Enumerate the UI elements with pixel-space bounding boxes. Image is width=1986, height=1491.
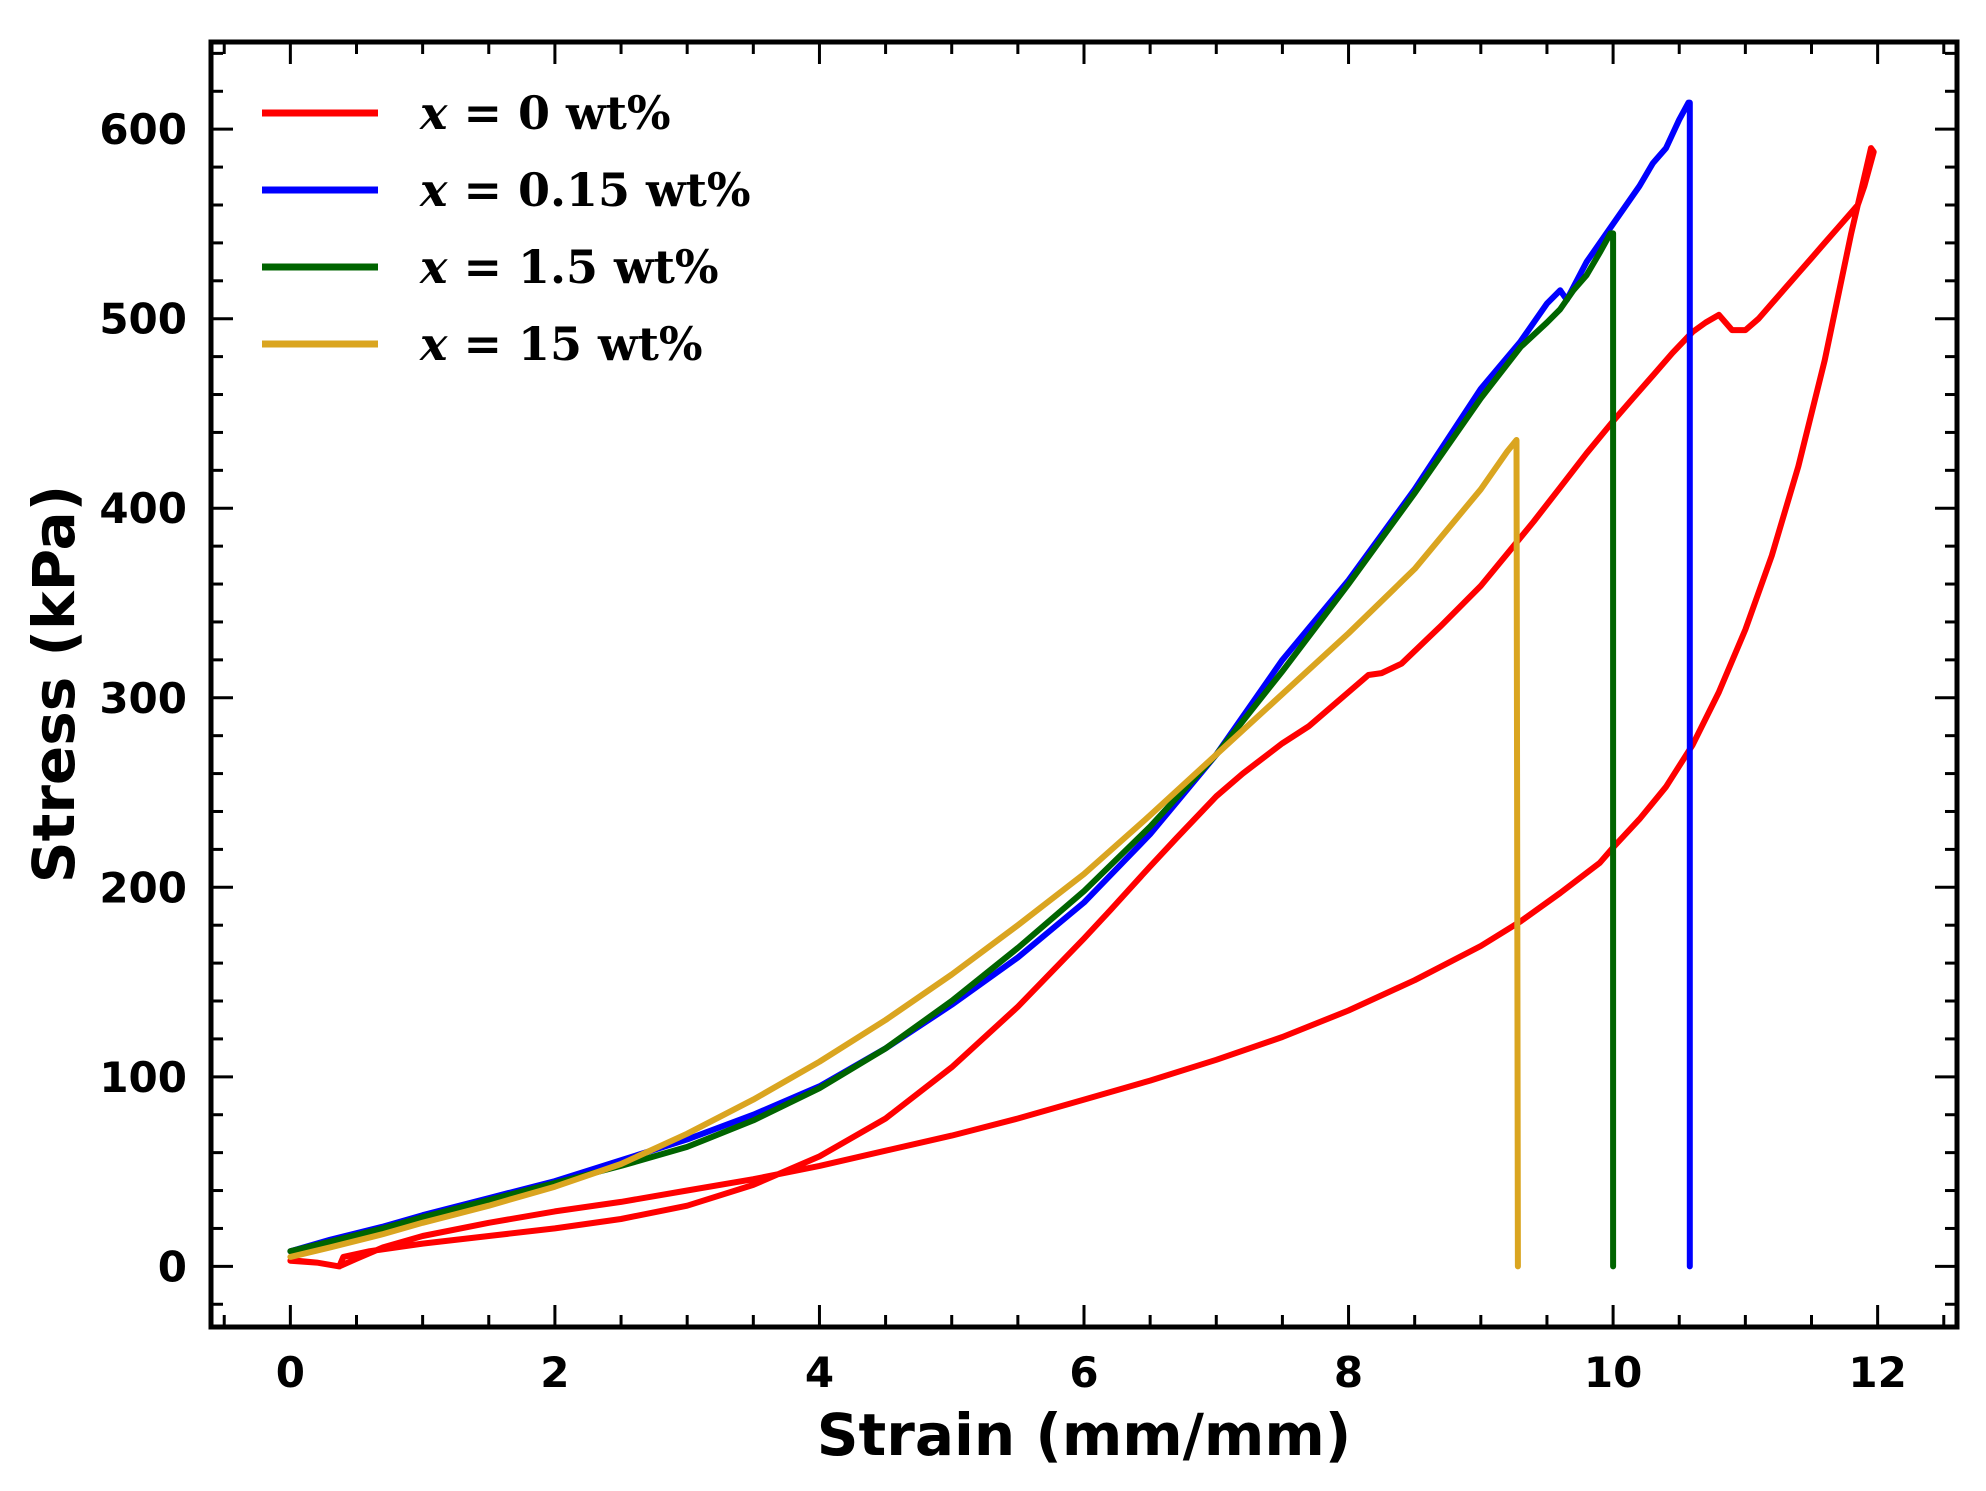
x-tick-label: 12	[1848, 1348, 1906, 1397]
y-tick-label: 600	[99, 105, 187, 154]
legend-value: = 0 wt%	[447, 86, 670, 140]
x-axis-title: Strain (mm/mm)	[817, 1401, 1352, 1469]
y-tick-label: 400	[99, 484, 187, 533]
legend-label-3: x = 15 wt%	[419, 317, 703, 371]
series-line-1	[287, 99, 1693, 1270]
x-tick-label: 8	[1334, 1348, 1363, 1397]
y-tick-label: 200	[99, 863, 187, 912]
series-layer	[287, 99, 1877, 1270]
x-tick-label: 10	[1584, 1348, 1642, 1397]
legend-label-2: x = 1.5 wt%	[419, 240, 719, 294]
y-tick-label: 500	[99, 295, 187, 344]
x-tick-label: 6	[1069, 1348, 1098, 1397]
legend-variable: x	[419, 317, 448, 371]
y-tick-label: 300	[99, 674, 187, 723]
legend-variable: x	[419, 240, 448, 294]
legend-label-1: x = 0.15 wt%	[419, 163, 751, 217]
legend-value: = 0.15 wt%	[447, 163, 750, 217]
legend-variable: x	[419, 86, 448, 140]
legend-label-0: x = 0 wt%	[419, 86, 671, 140]
plot-frame	[208, 39, 1960, 1330]
series-line-3	[287, 437, 1521, 1270]
x-tick-label: 0	[276, 1348, 305, 1397]
legend-value: = 15 wt%	[447, 317, 702, 371]
y-tick-label: 0	[158, 1242, 187, 1291]
y-axis-title: Stress (kPa)	[20, 485, 88, 883]
x-tick-label: 4	[805, 1348, 834, 1397]
x-tick-label: 2	[540, 1348, 569, 1397]
x-tick-labels: 0 2 4 6 8 10 12	[276, 1348, 1907, 1397]
series-line-2	[287, 230, 1617, 1270]
series-line-0	[287, 145, 1877, 1270]
legend: x = 0 wt%x = 0.15 wt%x = 1.5 wt%x = 15 w…	[262, 86, 751, 371]
legend-variable: x	[419, 163, 448, 217]
legend-value: = 1.5 wt%	[447, 240, 718, 294]
y-tick-labels: 0 100 200 300 400 500 600	[99, 105, 187, 1291]
y-tick-label: 100	[99, 1053, 187, 1102]
